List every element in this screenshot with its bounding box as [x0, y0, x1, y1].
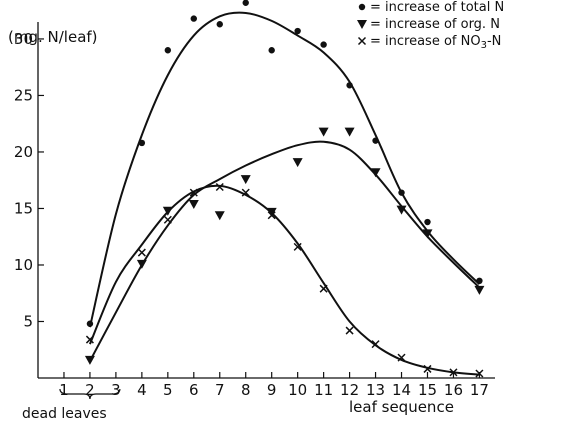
- dead-leaves-brace: [59, 388, 121, 400]
- series-0-point-1: [138, 139, 146, 147]
- series-0-point-6: [268, 47, 275, 54]
- x-tick-label-12: 12: [340, 381, 359, 399]
- x-tick-label-4: 4: [137, 381, 147, 399]
- series-1-point-11: [396, 205, 407, 215]
- series-1-point-10: [370, 168, 381, 178]
- x-tick-label-17: 17: [470, 381, 489, 399]
- x-tick-label-6: 6: [189, 381, 199, 399]
- series-2-point-13: [449, 368, 458, 377]
- series-1-point-9: [344, 127, 355, 137]
- series-2-point-3: [189, 188, 198, 197]
- x-tick-label-10: 10: [288, 381, 307, 399]
- fitted-curves: [88, 11, 481, 376]
- series-2-point-7: [293, 242, 302, 251]
- data-markers: [84, 0, 485, 378]
- x-tick-label-15: 15: [418, 381, 437, 399]
- series-1-point-0: [84, 355, 95, 365]
- series-0-curve: [88, 11, 481, 328]
- x-tick-label-8: 8: [241, 381, 251, 399]
- series-2-point-9: [345, 326, 354, 335]
- series-2-point-5: [241, 188, 250, 197]
- legend-label-2: = increase of NO3-N: [370, 34, 501, 51]
- legend-marker-0: [358, 3, 366, 11]
- series-1-curve: [89, 140, 481, 362]
- series-2-point-2: [163, 215, 172, 224]
- x-tick-label-9: 9: [267, 381, 277, 399]
- series-0-point-11: [398, 189, 405, 196]
- dead-leaves-annotation: dead leaves: [22, 406, 107, 422]
- y-axis-label: (mg. N/leaf): [8, 28, 98, 46]
- x-tick-label-3: 3: [111, 381, 121, 399]
- series-0-point-8: [320, 41, 327, 48]
- series-0-point-13: [476, 277, 483, 285]
- legend-marker-2: [357, 36, 367, 46]
- series-2-curve: [89, 184, 480, 376]
- series-1-point-6: [266, 207, 277, 217]
- series-2-point-0: [85, 335, 94, 344]
- x-tick-label-11: 11: [314, 381, 333, 399]
- series-1-point-3: [188, 199, 199, 209]
- y-tick-label-25: 25: [14, 86, 33, 104]
- series-2-point-11: [397, 353, 406, 362]
- series-0-point-0: [86, 320, 94, 327]
- y-tick-label-20: 20: [14, 143, 33, 161]
- y-tick-label-30: 30: [14, 30, 33, 48]
- series-0-point-9: [346, 82, 353, 89]
- x-tick-label-1: 1: [59, 381, 69, 399]
- series-0-point-4: [216, 21, 223, 28]
- x-tick-label-13: 13: [366, 381, 385, 399]
- series-0-point-2: [164, 47, 172, 54]
- series-1-point-5: [240, 175, 251, 185]
- series-2-point-12: [423, 364, 432, 373]
- x-tick-label-7: 7: [215, 381, 225, 399]
- series-2-point-6: [267, 211, 276, 220]
- series-2-point-4: [215, 182, 224, 192]
- x-tick-label-16: 16: [444, 381, 463, 399]
- y-tick-label-5: 5: [23, 312, 33, 330]
- series-2-point-14: [475, 369, 484, 378]
- legend-label-1: = increase of org. N: [370, 17, 500, 32]
- y-tick-label-15: 15: [14, 199, 33, 217]
- series-1-point-12: [422, 229, 433, 239]
- series-0-point-12: [424, 218, 431, 226]
- series-1-point-13: [474, 285, 485, 295]
- x-tick-label-5: 5: [163, 381, 173, 399]
- legend-label-0: = increase of total N: [370, 0, 504, 15]
- legend: = increase of total N = increase of org. …: [357, 0, 504, 51]
- series-1-point-4: [214, 211, 225, 221]
- x-tick-label-2: 2: [85, 381, 95, 399]
- series-0-point-3: [190, 15, 197, 22]
- series-1-point-1: [136, 259, 147, 269]
- series-1-point-7: [292, 158, 303, 168]
- series-1-point-8: [318, 127, 329, 137]
- series-0-point-10: [372, 137, 379, 144]
- x-tick-label-14: 14: [392, 381, 411, 399]
- y-tick-label-10: 10: [14, 256, 33, 274]
- series-0-point-5: [242, 0, 249, 6]
- series-2-point-10: [371, 340, 380, 349]
- x-axis-label: leaf sequence: [349, 398, 454, 416]
- series-1-point-2: [162, 206, 173, 216]
- legend-marker-1: [357, 20, 367, 29]
- series-2-point-1: [137, 248, 146, 257]
- series-2-point-8: [319, 284, 328, 293]
- series-0-point-7: [294, 27, 301, 35]
